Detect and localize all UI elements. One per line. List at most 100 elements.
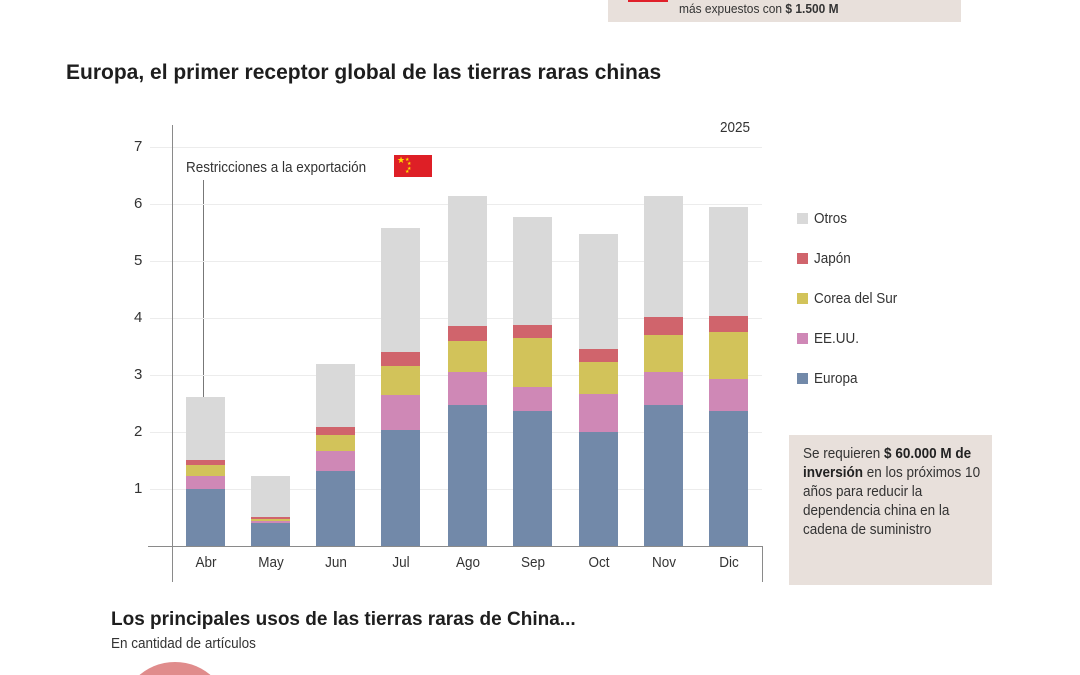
bar-segment-ee-uu- — [579, 393, 618, 432]
flag-star-icon: ★ — [405, 169, 410, 175]
x-tick-label: Oct — [587, 554, 610, 571]
bar-segment-otros — [316, 364, 355, 428]
top-box-text-bold: $ 1.500 M — [785, 1, 839, 16]
bar-segment-ee-uu- — [381, 394, 420, 430]
bar-segment-ee-uu- — [448, 372, 487, 406]
legend-item-otros: Otros — [797, 208, 851, 228]
legend-item-jap-n: Japón — [797, 248, 855, 268]
legend-label: Otros — [814, 209, 848, 227]
legend-item-corea-del-sur: Corea del Sur — [797, 288, 907, 308]
bar-nov — [644, 196, 683, 546]
year-label: 2025 — [720, 119, 751, 136]
legend-swatch-icon — [797, 292, 808, 304]
legend-swatch-icon — [797, 372, 808, 384]
y-axis — [172, 125, 173, 582]
y-tick-label: 1 — [134, 480, 143, 497]
red-legend-line — [628, 0, 668, 2]
x-tick-label: Jun — [324, 554, 347, 571]
bar-segment-otros — [448, 196, 487, 326]
top-box-text-prefix: más expuestos con — [679, 1, 786, 16]
flag-star-icon: ★ — [405, 157, 410, 163]
bar-segment-jap-n — [579, 348, 618, 362]
bar-segment-ee-uu- — [316, 450, 355, 471]
bar-segment-corea-del-sur — [709, 332, 748, 379]
bar-segment-corea-del-sur — [316, 434, 355, 451]
bar-segment-europa — [381, 429, 420, 546]
x-axis — [148, 546, 762, 547]
bar-segment-jap-n — [186, 459, 225, 466]
bar-segment-jap-n — [709, 315, 748, 333]
bar-jul — [381, 227, 420, 546]
info-text-bold: $ 60.000 M de inversión — [803, 445, 972, 481]
bar-segment-jap-n — [513, 324, 552, 338]
restriction-marker-line — [203, 180, 204, 397]
bar-oct — [579, 234, 618, 546]
x-tick-label: Nov — [651, 554, 676, 571]
chart-title: Europa, el primer receptor global de las… — [66, 61, 662, 84]
bar-segment-corea-del-sur — [381, 365, 420, 395]
bar-abr — [186, 396, 225, 546]
bar-segment-jap-n — [251, 516, 290, 519]
bar-segment-europa — [513, 410, 552, 546]
x-tick-label: May — [257, 554, 284, 571]
bar-segment-corea-del-sur — [644, 335, 683, 373]
info-text-part1: Se requieren — [803, 445, 885, 462]
legend-swatch-icon — [797, 212, 808, 224]
bar-sep — [513, 217, 552, 546]
flag-star-icon: ★ — [397, 155, 406, 165]
y-tick-label: 5 — [134, 252, 143, 269]
legend-item-ee-uu-: EE.UU. — [797, 328, 864, 348]
bar-segment-europa — [448, 405, 487, 546]
bar-segment-europa — [579, 431, 618, 546]
bar-dic — [709, 206, 748, 546]
bar-segment-corea-del-sur — [579, 361, 618, 394]
x-tick-label: Jul — [391, 554, 410, 571]
info-text-part2: en los próximos 10 años para reducir la … — [803, 464, 981, 538]
bar-jun — [316, 364, 355, 546]
section-caption: En cantidad de artículos — [111, 635, 256, 652]
bar-segment-corea-del-sur — [513, 337, 552, 387]
legend-label: EE.UU. — [814, 329, 860, 347]
bar-segment-ee-uu- — [709, 379, 748, 411]
bar-segment-europa — [644, 405, 683, 546]
bar-segment-europa — [709, 410, 748, 546]
x-tick-label: Abr — [194, 554, 217, 571]
bar-segment-europa — [251, 523, 290, 546]
x-tick-label: Ago — [455, 554, 480, 571]
bar-segment-ee-uu- — [513, 386, 552, 411]
bar-segment-otros — [579, 234, 618, 349]
bar-segment-otros — [513, 217, 552, 325]
x-tick-label: Sep — [520, 554, 545, 571]
bar-segment-europa — [316, 470, 355, 546]
legend-label: Japón — [814, 249, 851, 267]
right-frame-line — [762, 546, 763, 582]
top-box-text: más expuestos con $ 1.500 M — [679, 1, 839, 16]
bar-segment-corea-del-sur — [186, 465, 225, 476]
bar-ago — [448, 196, 487, 546]
bar-segment-jap-n — [448, 326, 487, 341]
gridline — [150, 147, 762, 148]
restriction-annotation: Restricciones a la exportación — [186, 159, 367, 176]
y-tick-label: 2 — [134, 423, 143, 440]
bar-segment-jap-n — [316, 427, 355, 435]
bar-segment-europa — [186, 488, 225, 546]
section-title: Los principales usos de las tierras rara… — [111, 609, 576, 630]
bar-segment-corea-del-sur — [251, 518, 290, 521]
bar-segment-otros — [709, 206, 748, 316]
bar-segment-otros — [251, 475, 290, 517]
legend-label: Europa — [814, 369, 858, 387]
flag-star-icon: ★ — [407, 166, 412, 172]
top-info-box: más expuestos con $ 1.500 M — [608, 0, 961, 22]
y-tick-label: 7 — [134, 138, 143, 155]
y-tick-label: 3 — [134, 366, 143, 383]
investment-info-box: Se requieren $ 60.000 M de inversión en … — [789, 435, 992, 585]
flag-star-icon: ★ — [407, 161, 412, 167]
bar-segment-jap-n — [381, 352, 420, 366]
legend-label: Corea del Sur — [814, 289, 898, 307]
bar-segment-ee-uu- — [186, 475, 225, 489]
legend-swatch-icon — [797, 252, 808, 264]
x-tick-label: Dic — [718, 554, 739, 571]
bar-segment-ee-uu- — [251, 520, 290, 524]
bar-segment-otros — [381, 227, 420, 353]
